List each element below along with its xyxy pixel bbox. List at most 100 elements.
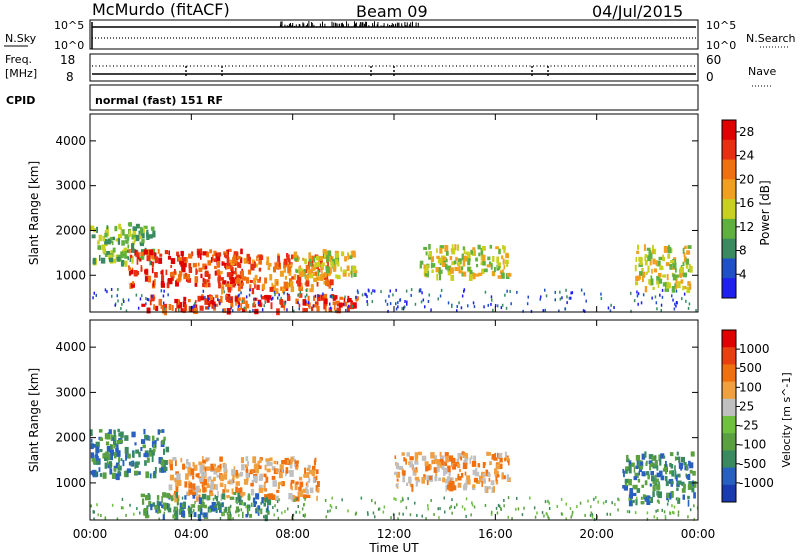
echo-cell [163,436,166,441]
echo-cell [430,452,435,459]
echo-cell [233,492,237,496]
echo-cell [360,496,363,500]
echo-cell [158,457,163,464]
echo-cell [470,455,473,460]
echo-cell [589,513,592,517]
echo-cell [335,300,340,304]
echo-cell [131,233,136,240]
echo-cell [241,276,247,281]
echo-cell [171,305,174,311]
echo-cell [270,302,273,310]
echo-cell [546,512,548,516]
echo-cell [505,306,508,310]
echo-cell [175,508,179,514]
echo-cell [209,249,213,254]
echo-cell [464,482,468,489]
echo-cell [191,504,196,508]
echo-cell [473,305,476,309]
echo-cell [207,295,209,302]
echo-cell [652,247,654,254]
echo-cell [276,508,279,512]
echo-cell [253,301,256,306]
echo-cell [231,309,234,313]
echo-cell [216,509,218,513]
echo-cell [116,256,121,262]
echo-cell [204,265,208,270]
echo-cell [469,457,471,464]
echo-cell [249,279,253,283]
echo-cell [681,297,683,301]
echo-cell [692,470,696,476]
echo-cell [565,288,567,292]
echo-cell [554,298,556,302]
echo-cell [516,290,518,294]
echo-cell [408,476,412,484]
echo-cell [638,468,642,472]
echo-cell [364,292,366,296]
echo-cell [646,247,651,251]
echo-cell [95,441,100,448]
echo-cell [540,295,542,299]
echo-cell [622,468,625,474]
echo-cell [440,288,443,292]
echo-cell [287,263,290,270]
echo-cell [221,288,223,295]
echo-cell [665,476,668,481]
echo-cell [97,240,100,245]
y-tick-label: 2000 [55,223,86,237]
echo-cell [655,301,658,305]
echo-cell [398,512,401,516]
echo-cell [163,464,166,469]
echo-cell [120,431,124,438]
echo-cell [102,235,105,242]
echo-cell [646,511,649,515]
echo-cell [234,267,237,273]
echo-cell [168,278,173,285]
echo-cell [96,226,98,233]
echo-cell [661,295,664,299]
echo-cell [687,499,690,507]
echo-cell [548,517,550,521]
echo-cell [233,466,236,470]
echo-cell [144,511,148,517]
echo-cell [251,259,255,264]
echo-cell [187,278,192,283]
echo-cell [190,503,193,507]
echo-cell [451,462,454,467]
echo-cell [201,473,204,480]
echo-cell [205,306,209,310]
echo-cell [191,305,193,309]
echo-cell [436,248,438,253]
echo-cell [649,258,652,266]
echo-cell [141,439,146,444]
echo-cell [374,515,376,519]
echo-cell [482,464,486,469]
echo-cell [639,465,644,470]
echo-cell [346,265,350,272]
echo-cell [324,250,329,258]
echo-cell [491,487,494,493]
echo-cell [154,467,157,474]
y-tick-label: 2000 [55,431,86,445]
echo-cell [440,245,444,249]
echo-cell [331,288,334,291]
echo-cell [607,306,610,310]
echo-cell [639,258,643,265]
echo-cell [451,498,453,502]
echo-cell [617,508,619,512]
echo-cell [235,469,238,477]
echo-cell [481,254,486,262]
echo-cell [507,461,510,466]
echo-cell [304,467,306,474]
echo-cell [630,291,632,295]
colorbar-tick-label: 1000 [739,342,770,356]
echo-cell [637,478,641,483]
echo-cell [677,510,680,514]
echo-cell [202,487,206,493]
echo-cell [351,305,354,308]
echo-cell [143,428,146,435]
echo-cell [313,256,316,263]
echo-cell [160,289,163,293]
echo-cell [169,460,173,468]
